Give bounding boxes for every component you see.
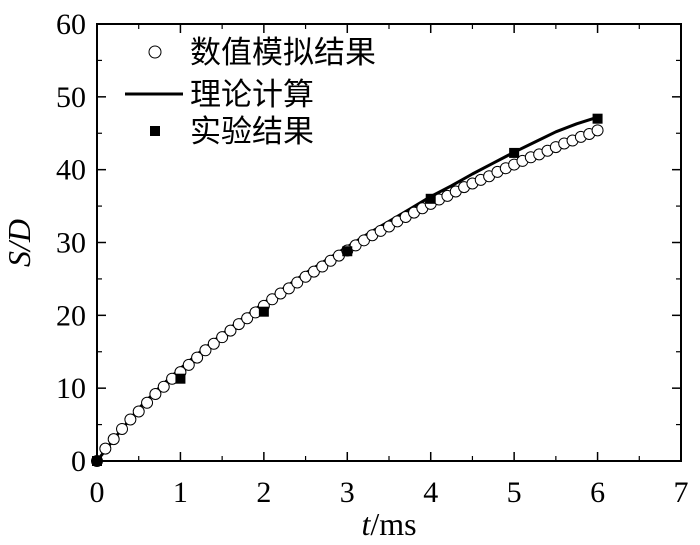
simulation-point <box>316 260 329 273</box>
y-tick-label: 40 <box>56 154 86 187</box>
simulation-point <box>149 387 162 400</box>
legend-marker-circle <box>148 45 162 59</box>
x-tick-label: 3 <box>340 476 355 509</box>
x-axis-ticks: 0 1 2 3 4 5 6 7 <box>90 24 689 509</box>
y-tick-label: 10 <box>56 372 86 405</box>
x-tick-label: 6 <box>590 476 605 509</box>
y-axis-ticks: 0 10 20 30 40 50 60 <box>56 8 681 478</box>
experiment-point <box>509 147 520 158</box>
simulation-point <box>207 337 220 350</box>
simulation-point <box>107 433 120 446</box>
simulation-point <box>124 413 137 426</box>
x-tick-label: 0 <box>90 476 105 509</box>
experiment-point <box>175 373 186 384</box>
legend-label-simulation: 数值模拟结果 <box>190 35 376 71</box>
simulation-point <box>182 358 195 371</box>
y-axis-label: S/D <box>1 219 37 267</box>
simulation-point <box>141 396 154 409</box>
legend: 数值模拟结果 理论计算 实验结果 <box>125 35 376 150</box>
legend-marker-square <box>150 126 160 136</box>
simulation-point <box>232 318 245 331</box>
experiment-point <box>342 246 353 257</box>
simulation-point <box>99 442 112 455</box>
experiment-point <box>425 193 436 204</box>
simulation-point <box>224 324 237 337</box>
series-layer <box>91 113 604 467</box>
y-tick-label: 0 <box>71 445 86 478</box>
experiment-point <box>258 306 269 317</box>
simulation-point <box>291 276 304 289</box>
x-tick-label: 4 <box>423 476 438 509</box>
y-tick-label: 50 <box>56 81 86 114</box>
legend-label-theory: 理论计算 <box>190 77 314 113</box>
x-axis-label-unit: /ms <box>370 506 416 542</box>
experiment-point <box>592 113 603 124</box>
y-tick-label: 60 <box>56 8 86 41</box>
simulation-point <box>241 312 254 325</box>
experiment-point <box>92 456 102 466</box>
simulation-point <box>157 380 170 393</box>
simulation-point <box>216 331 229 344</box>
x-axis-label: t/ms <box>361 506 416 542</box>
series-line-theory <box>95 115 599 462</box>
plot-frame <box>96 23 682 462</box>
simulation-point <box>282 282 295 295</box>
legend-label-experiment: 实验结果 <box>190 114 314 150</box>
simulation-point <box>116 422 129 435</box>
simulation-point <box>591 124 604 137</box>
simulation-point <box>266 293 279 306</box>
x-tick-label: 7 <box>674 476 689 509</box>
x-axis-label-variable: t <box>361 506 371 542</box>
simulation-point <box>191 351 204 364</box>
x-tick-label: 1 <box>173 476 188 509</box>
simulation-point <box>199 344 212 357</box>
y-tick-label: 30 <box>56 227 86 260</box>
x-tick-label: 5 <box>507 476 522 509</box>
x-tick-label: 2 <box>256 476 271 509</box>
simulation-point <box>132 405 145 418</box>
y-tick-label: 20 <box>56 299 86 332</box>
